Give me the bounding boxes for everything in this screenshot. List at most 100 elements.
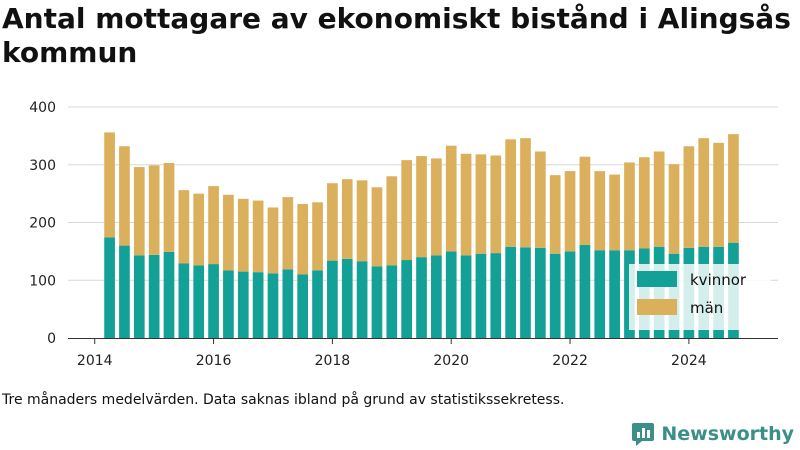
bar-man	[282, 197, 294, 270]
bar-man	[356, 180, 368, 262]
bar-man	[193, 193, 205, 266]
x-tick-label: 2014	[77, 353, 113, 369]
bar-man	[609, 174, 620, 251]
bar-man	[163, 163, 175, 252]
bar-man	[178, 190, 190, 264]
bar-man	[653, 151, 665, 247]
bar-man	[460, 153, 472, 256]
bar-man	[683, 146, 695, 248]
bar-kvinnor	[356, 261, 368, 338]
bar-man	[505, 139, 516, 247]
bar-man	[668, 164, 680, 254]
bar-kvinnor	[267, 273, 279, 338]
bar-kvinnor	[237, 271, 249, 338]
bars	[104, 132, 739, 338]
brand: Newsworthy	[631, 420, 794, 448]
bar-kvinnor	[505, 246, 516, 338]
bar-kvinnor	[312, 270, 323, 338]
x-tick-label: 2018	[315, 353, 351, 369]
bar-kvinnor	[282, 269, 294, 338]
bar-man	[564, 171, 576, 252]
bar-man	[312, 202, 323, 271]
x-tick-label: 2022	[552, 353, 588, 369]
bar-kvinnor	[133, 255, 145, 338]
y-tick-label: 400	[29, 100, 56, 116]
bar-man	[386, 176, 398, 266]
bar-man	[594, 171, 606, 251]
bar-kvinnor	[445, 251, 457, 338]
y-tick-label: 100	[29, 273, 56, 289]
bar-man	[549, 175, 561, 254]
bar-man	[475, 154, 487, 254]
bar-kvinnor	[223, 270, 234, 338]
bar-man	[371, 187, 383, 267]
bar-kvinnor	[475, 253, 487, 338]
bar-man	[252, 200, 264, 273]
legend-swatch	[637, 271, 677, 287]
bar-kvinnor	[579, 245, 591, 338]
chart-caption: Tre månaders medelvärden. Data saknas ib…	[2, 392, 565, 408]
y-tick-label: 0	[47, 331, 56, 347]
bar-man	[534, 151, 546, 248]
bar-kvinnor	[252, 272, 264, 338]
bar-man	[401, 160, 413, 261]
newsworthy-logo-icon	[632, 423, 655, 446]
bar-kvinnor	[193, 265, 205, 338]
bar-kvinnor	[386, 265, 398, 338]
bar-kvinnor	[431, 255, 442, 338]
bar-man	[520, 138, 531, 248]
bar-man	[267, 207, 279, 274]
legend: kvinnor män	[629, 264, 771, 330]
bar-kvinnor	[609, 250, 620, 338]
x-tick-label: 2016	[196, 353, 232, 369]
bar-kvinnor	[564, 251, 576, 338]
bar-man	[579, 156, 591, 246]
bar-man	[104, 132, 115, 238]
bar-man	[728, 134, 739, 243]
y-tick-label: 300	[29, 158, 56, 174]
y-axis-ticks: 0 100 200 300 400	[29, 100, 56, 347]
bar-kvinnor	[534, 247, 546, 338]
bar-man	[208, 186, 219, 265]
bar-kvinnor	[163, 251, 175, 338]
legend-swatch	[637, 299, 677, 315]
bar-man	[445, 145, 457, 252]
bar-kvinnor	[549, 253, 561, 338]
x-tick-label: 2024	[671, 353, 707, 369]
bar-man	[624, 162, 635, 251]
bar-kvinnor	[520, 247, 531, 338]
bar-kvinnor	[416, 257, 427, 338]
x-axis: 2014 2016 2018 2020 2022 2024	[68, 338, 778, 369]
bar-kvinnor	[119, 245, 130, 338]
bar-kvinnor	[297, 274, 309, 338]
legend-label: män	[690, 299, 723, 317]
x-tick-label: 2020	[433, 353, 469, 369]
bar-man	[490, 155, 502, 254]
bar-kvinnor	[208, 264, 219, 338]
bar-kvinnor	[371, 266, 383, 338]
bar-kvinnor	[490, 253, 502, 338]
bar-man	[119, 146, 130, 246]
bar-man	[327, 183, 338, 261]
bar-man	[431, 158, 442, 256]
bar-man	[133, 167, 145, 256]
brand-name: Newsworthy	[661, 423, 794, 445]
bar-man	[297, 204, 309, 275]
bar-kvinnor	[594, 250, 606, 338]
bar-man	[237, 198, 249, 272]
bar-kvinnor	[341, 258, 353, 338]
bar-kvinnor	[401, 260, 413, 338]
bar-man	[638, 157, 650, 249]
bar-man	[713, 142, 724, 247]
bar-man	[223, 194, 234, 271]
bar-man	[416, 156, 427, 258]
bar-kvinnor	[148, 254, 160, 338]
bar-man	[698, 138, 710, 247]
bar-man	[148, 165, 160, 255]
chart-title: Antal mottagare av ekonomiskt bistånd i …	[2, 2, 791, 69]
bar-kvinnor	[104, 237, 115, 338]
legend-label: kvinnor	[690, 271, 747, 289]
bar-kvinnor	[327, 260, 338, 338]
bar-man	[341, 179, 353, 259]
